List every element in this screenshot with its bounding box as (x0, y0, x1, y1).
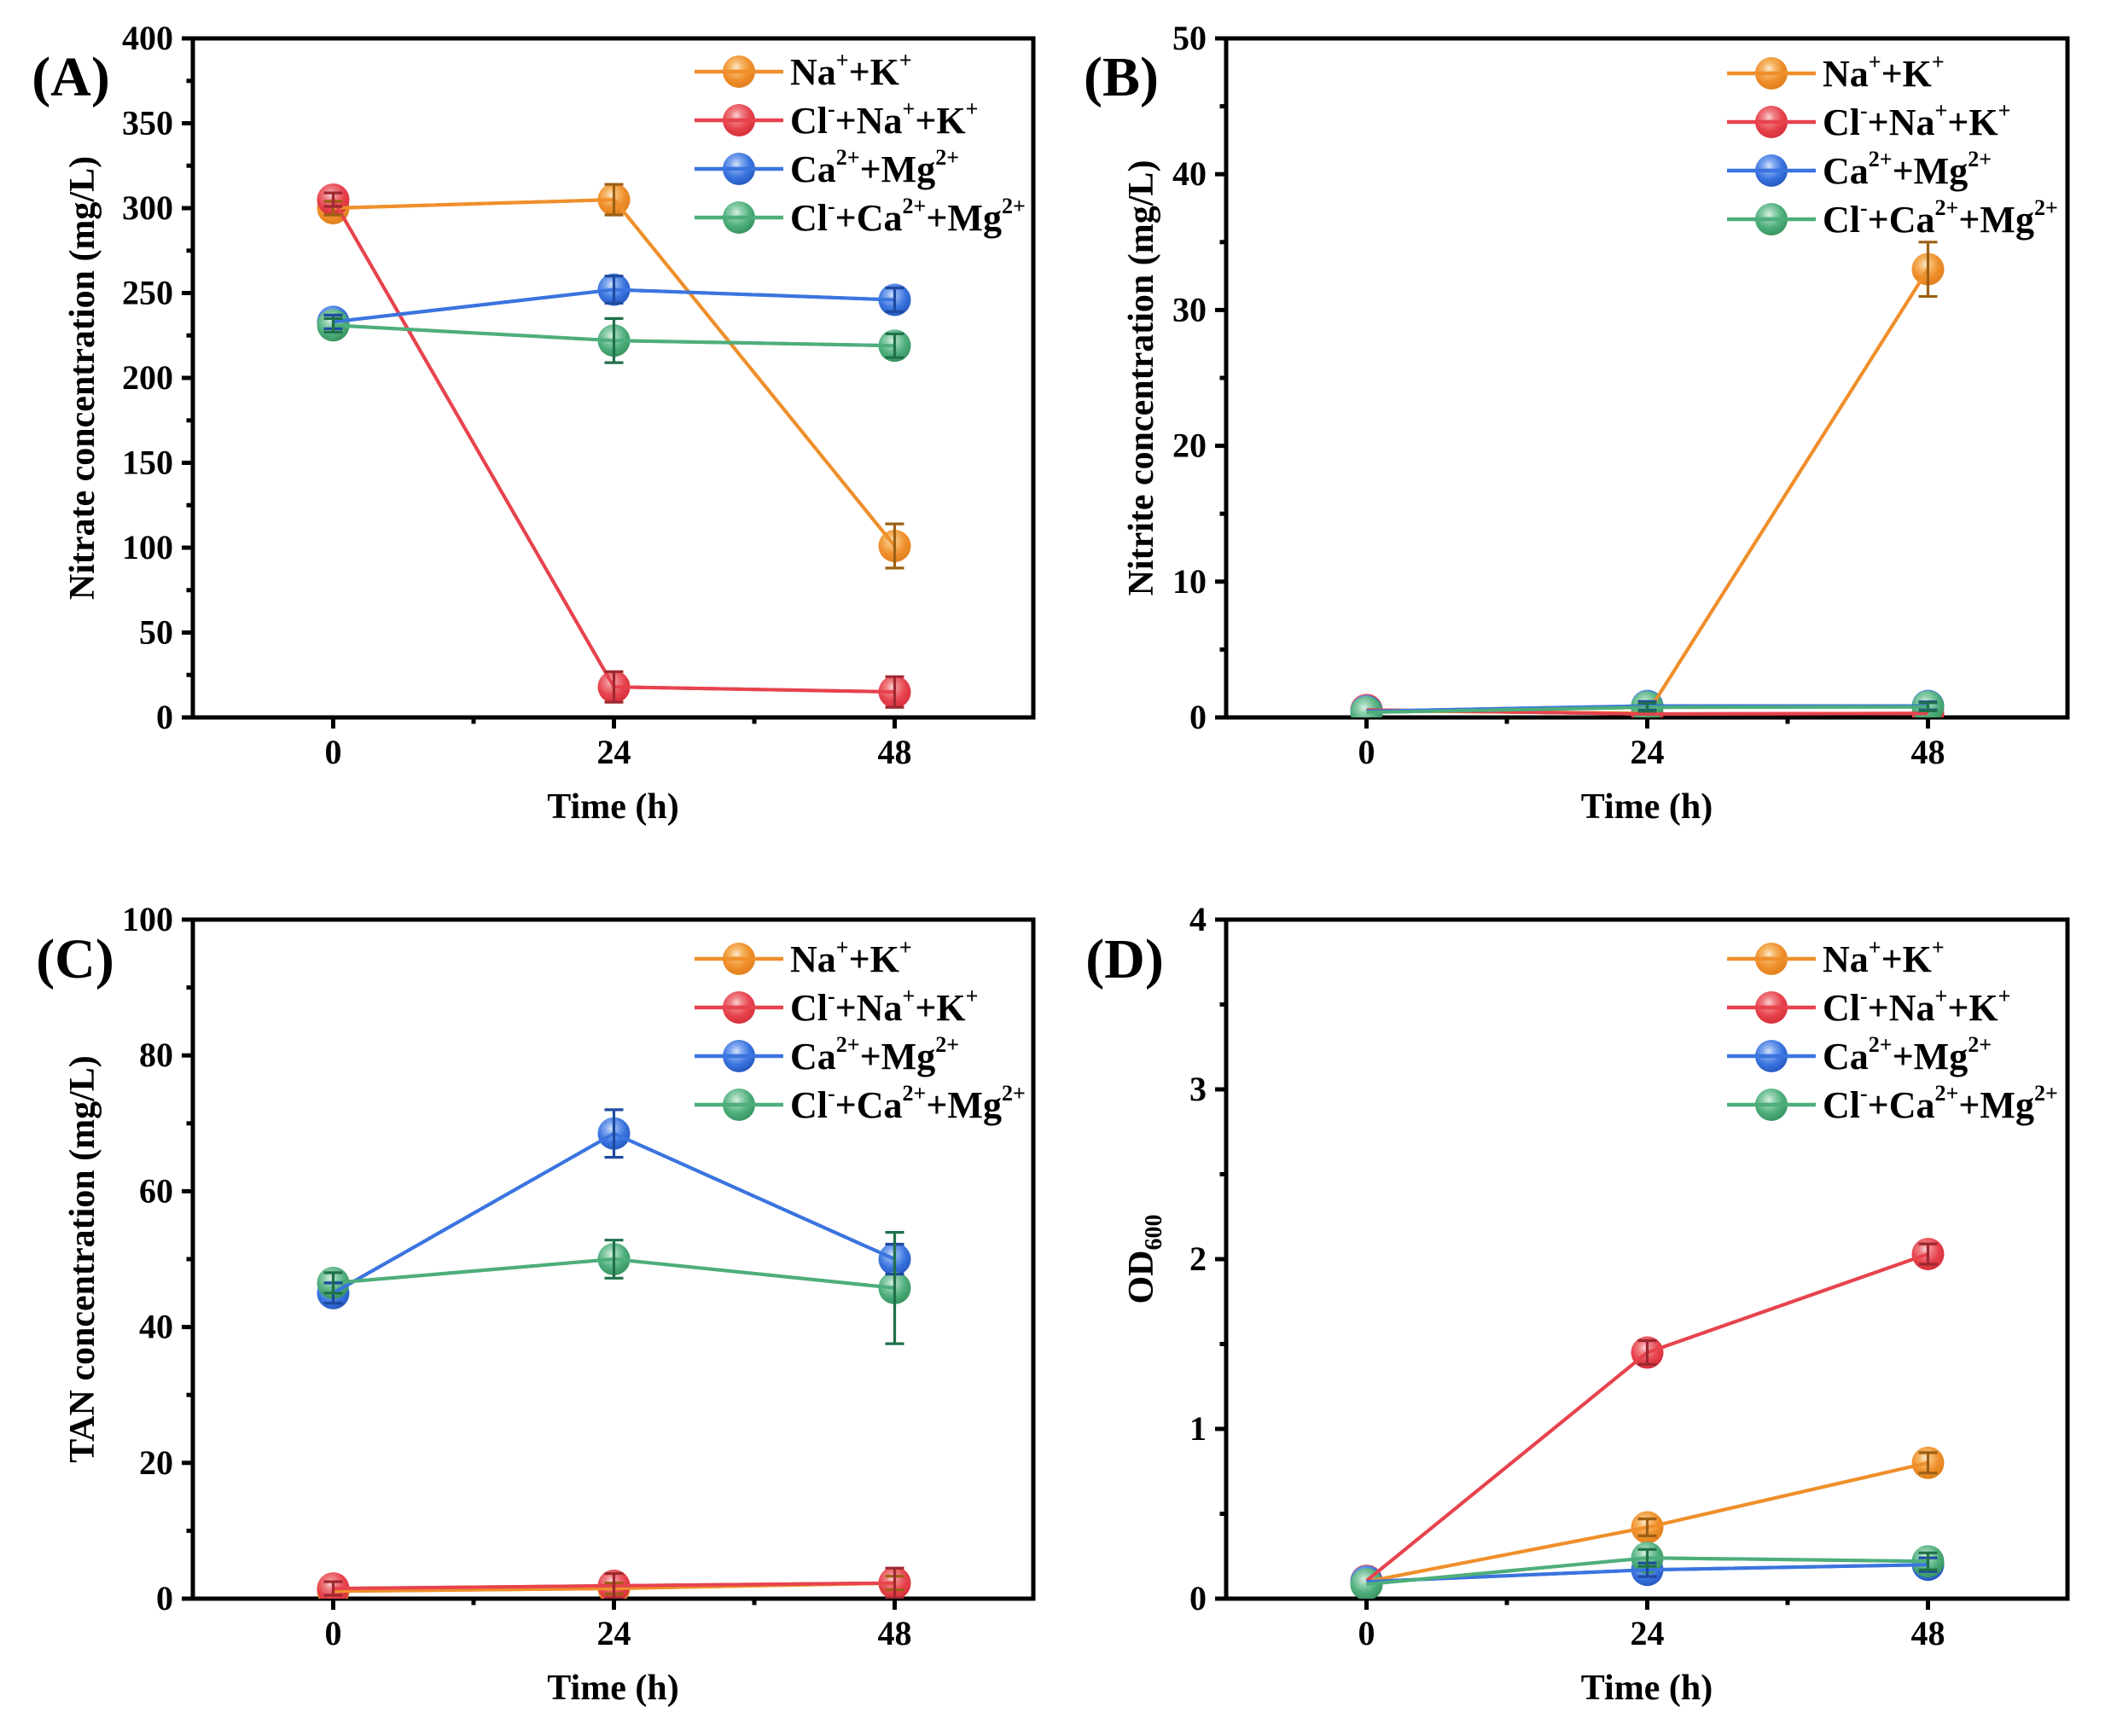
svg-text:0: 0 (1358, 1614, 1375, 1652)
svg-text:Ca2+​+Mg2+​: Ca2+​+Mg2+​ (1823, 147, 1992, 192)
svg-text:24: 24 (597, 1614, 631, 1652)
svg-text:Na+​+K+​: Na+​+K+​ (790, 935, 912, 980)
svg-text:Cl-​+Ca2+​+Mg2+​: Cl-​+Ca2+​+Mg2+​ (790, 1081, 1026, 1126)
svg-text:Ca2+​+Mg2+​: Ca2+​+Mg2+​ (1823, 1032, 1992, 1077)
svg-text:Cl-​+Ca2+​+Mg2+​: Cl-​+Ca2+​+Mg2+​ (1823, 1081, 2058, 1126)
svg-text:(B): (B) (1084, 46, 1159, 108)
svg-text:Cl-​+Ca2+​+Mg2+​: Cl-​+Ca2+​+Mg2+​ (1823, 195, 2058, 241)
svg-text:Nitrite concentration (mg/L): Nitrite concentration (mg/L) (1122, 160, 1161, 596)
svg-text:0: 0 (325, 733, 342, 771)
svg-text:100: 100 (122, 528, 173, 566)
svg-text:48: 48 (1911, 733, 1945, 771)
svg-text:Time (h): Time (h) (1581, 1669, 1713, 1708)
svg-text:0: 0 (325, 1614, 342, 1652)
svg-text:40: 40 (139, 1308, 173, 1346)
svg-text:(A): (A) (32, 46, 110, 108)
svg-text:3: 3 (1189, 1070, 1207, 1108)
svg-text:200: 200 (122, 358, 173, 397)
svg-text:80: 80 (139, 1036, 173, 1074)
svg-text:300: 300 (122, 189, 173, 227)
svg-text:Ca2+​+Mg2+​: Ca2+​+Mg2+​ (790, 1032, 959, 1077)
svg-text:Time (h): Time (h) (547, 787, 678, 827)
svg-text:Cl-​+Na+​+K+​: Cl-​+Na+​+K+​ (1823, 98, 2010, 143)
svg-text:Time (h): Time (h) (1581, 787, 1713, 827)
svg-text:Na+​+K+​: Na+​+K+​ (1823, 49, 1945, 95)
svg-text:0: 0 (1189, 698, 1207, 736)
svg-text:Cl-​+Na+​+K+​: Cl-​+Na+​+K+​ (1823, 984, 2010, 1029)
svg-text:20: 20 (1172, 427, 1207, 465)
svg-text:40: 40 (1172, 154, 1207, 193)
svg-text:4: 4 (1189, 900, 1207, 938)
svg-text:(C): (C) (36, 928, 114, 990)
svg-text:400: 400 (122, 19, 173, 57)
svg-text:48: 48 (1911, 1614, 1945, 1652)
svg-text:350: 350 (122, 104, 173, 142)
svg-text:Na+​+K+​: Na+​+K+​ (1823, 935, 1945, 980)
svg-text:0: 0 (1189, 1579, 1207, 1617)
svg-text:1: 1 (1189, 1409, 1207, 1448)
svg-text:150: 150 (122, 444, 173, 482)
svg-text:20: 20 (139, 1443, 173, 1482)
svg-text:0: 0 (156, 1579, 173, 1617)
svg-text:24: 24 (1631, 733, 1665, 771)
svg-text:Cl-​+Na+​+K+​: Cl-​+Na+​+K+​ (790, 96, 978, 142)
svg-text:100: 100 (122, 900, 173, 938)
svg-text:0: 0 (1358, 733, 1375, 771)
svg-text:50: 50 (139, 613, 173, 652)
svg-text:48: 48 (878, 733, 912, 771)
svg-text:30: 30 (1172, 290, 1207, 328)
svg-text:60: 60 (139, 1171, 173, 1210)
svg-text:Na+​+K+​: Na+​+K+​ (790, 48, 912, 93)
svg-text:24: 24 (597, 733, 631, 771)
svg-text:2: 2 (1189, 1240, 1207, 1278)
svg-text:48: 48 (878, 1614, 912, 1652)
svg-text:TAN concentration (mg/L): TAN concentration (mg/L) (63, 1055, 102, 1462)
svg-text:24: 24 (1631, 1614, 1665, 1652)
svg-text:Time (h): Time (h) (547, 1669, 678, 1708)
svg-text:Nitrate concentration (mg/L): Nitrate concentration (mg/L) (63, 156, 102, 600)
svg-text:50: 50 (1172, 19, 1207, 57)
svg-text:Cl-​+Na+​+K+​: Cl-​+Na+​+K+​ (790, 984, 978, 1029)
svg-text:Cl-​+Ca2+​+Mg2+​: Cl-​+Ca2+​+Mg2+​ (790, 194, 1026, 239)
svg-text:(D): (D) (1085, 928, 1164, 990)
svg-text:0: 0 (156, 698, 173, 736)
svg-text:Ca2+​+Mg2+​: Ca2+​+Mg2+​ (790, 145, 959, 190)
svg-text:250: 250 (122, 274, 173, 312)
svg-text:10: 10 (1172, 562, 1207, 601)
